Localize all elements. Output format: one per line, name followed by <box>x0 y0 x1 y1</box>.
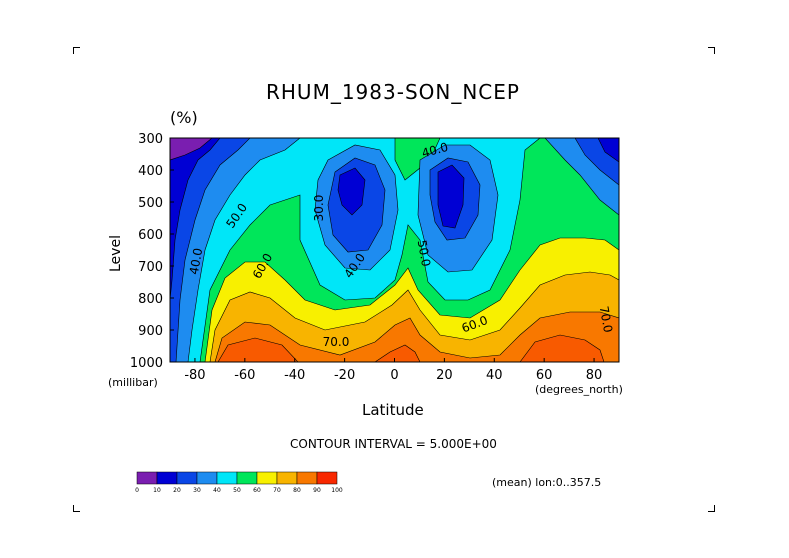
contour-label: 40.0 <box>420 140 449 160</box>
contour-field <box>170 138 619 362</box>
x-tick-label: 80 <box>586 368 603 383</box>
contour-band-red-orange-right <box>519 334 605 362</box>
contour-band-red-orange-left <box>217 337 299 362</box>
y-units-note: (millibar) <box>108 376 158 389</box>
contour-label: 40.0 <box>187 247 205 276</box>
contour-band-cell-south-core <box>337 167 366 216</box>
colorbar-swatch <box>136 471 158 485</box>
units-label: (%) <box>170 108 198 127</box>
x-axis-label: Latitude <box>362 401 424 419</box>
colorbar-swatch <box>316 471 338 485</box>
colorbar-level-label: 50 <box>233 487 241 494</box>
x-tick-label: 60 <box>536 368 553 383</box>
colorbar-level-label: 70 <box>273 487 281 494</box>
contour-band-blue-left-dark <box>170 138 251 362</box>
contour-label: 50.0 <box>415 239 433 268</box>
y-tick-label: 1000 <box>130 356 163 371</box>
x-units-note: (degrees_north) <box>535 383 623 396</box>
colorbar-level-label: 100 <box>331 487 343 494</box>
x-tick-label: 40 <box>486 368 503 383</box>
corner-mark-top-left <box>73 47 80 54</box>
contour-band-blue-left-deeper <box>170 138 221 301</box>
y-tick-label: 600 <box>138 228 163 243</box>
y-tick-label: 300 <box>138 132 163 147</box>
corner-mark-top-right <box>708 47 715 54</box>
corner-mark-bottom-right <box>708 505 715 512</box>
contour-band-green-north <box>394 138 441 181</box>
contour-band-red-orange-mid <box>374 344 421 362</box>
corner-mark-bottom-left <box>73 505 80 512</box>
colorbar-swatch <box>176 471 198 485</box>
y-axis-label: Level <box>108 235 124 272</box>
contour-label: 30.0 <box>312 195 326 222</box>
colorbar-level-label: 80 <box>293 487 301 494</box>
y-tick-label: 400 <box>138 164 163 179</box>
y-axis-ticks: 300 400 500 600 700 800 900 1000 <box>130 132 174 371</box>
colorbar-swatch <box>276 471 298 485</box>
x-tick-label: 20 <box>436 368 453 383</box>
mean-lon-note: (mean) lon:0..357.5 <box>492 476 602 489</box>
contour-band-cell-north-core <box>437 164 465 229</box>
contour-label: 70.0 <box>597 305 615 334</box>
x-tick-label: -20 <box>334 368 355 383</box>
y-tick-label: 800 <box>138 292 163 307</box>
colorbar: 0 10 20 30 40 50 60 70 80 90 100 <box>135 471 343 494</box>
colorbar-swatch <box>296 471 318 485</box>
colorbar-swatch <box>196 471 218 485</box>
x-tick-label: -80 <box>184 368 205 383</box>
x-tick-label: 0 <box>390 368 398 383</box>
x-axis-ticks: -80 -60 -40 -20 0 20 40 60 80 <box>184 358 602 383</box>
contour-label: 70.0 <box>323 335 350 349</box>
colorbar-level-label: 60 <box>253 487 261 494</box>
colorbar-level-label: 0 <box>135 487 139 494</box>
contour-band-orange <box>214 311 619 362</box>
contour-interval-text: CONTOUR INTERVAL = 5.000E+00 <box>290 437 497 451</box>
colorbar-level-label: 30 <box>193 487 201 494</box>
colorbar-level-label: 40 <box>213 487 221 494</box>
x-tick-label: -40 <box>284 368 305 383</box>
y-tick-label: 900 <box>138 324 163 339</box>
y-tick-label: 700 <box>138 260 163 275</box>
colorbar-swatch <box>156 471 178 485</box>
colorbar-level-label: 20 <box>173 487 181 494</box>
colorbar-swatch <box>256 471 278 485</box>
colorbar-swatch <box>236 471 258 485</box>
contour-band-blue-right-deeper <box>597 138 619 163</box>
y-tick-label: 500 <box>138 196 163 211</box>
x-tick-label: -60 <box>234 368 255 383</box>
colorbar-level-label: 90 <box>313 487 321 494</box>
chart-title: RHUM_1983-SON_NCEP <box>266 80 520 104</box>
contour-band-purple-top <box>170 138 213 161</box>
colorbar-swatch <box>216 471 238 485</box>
colorbar-level-label: 10 <box>153 487 161 494</box>
